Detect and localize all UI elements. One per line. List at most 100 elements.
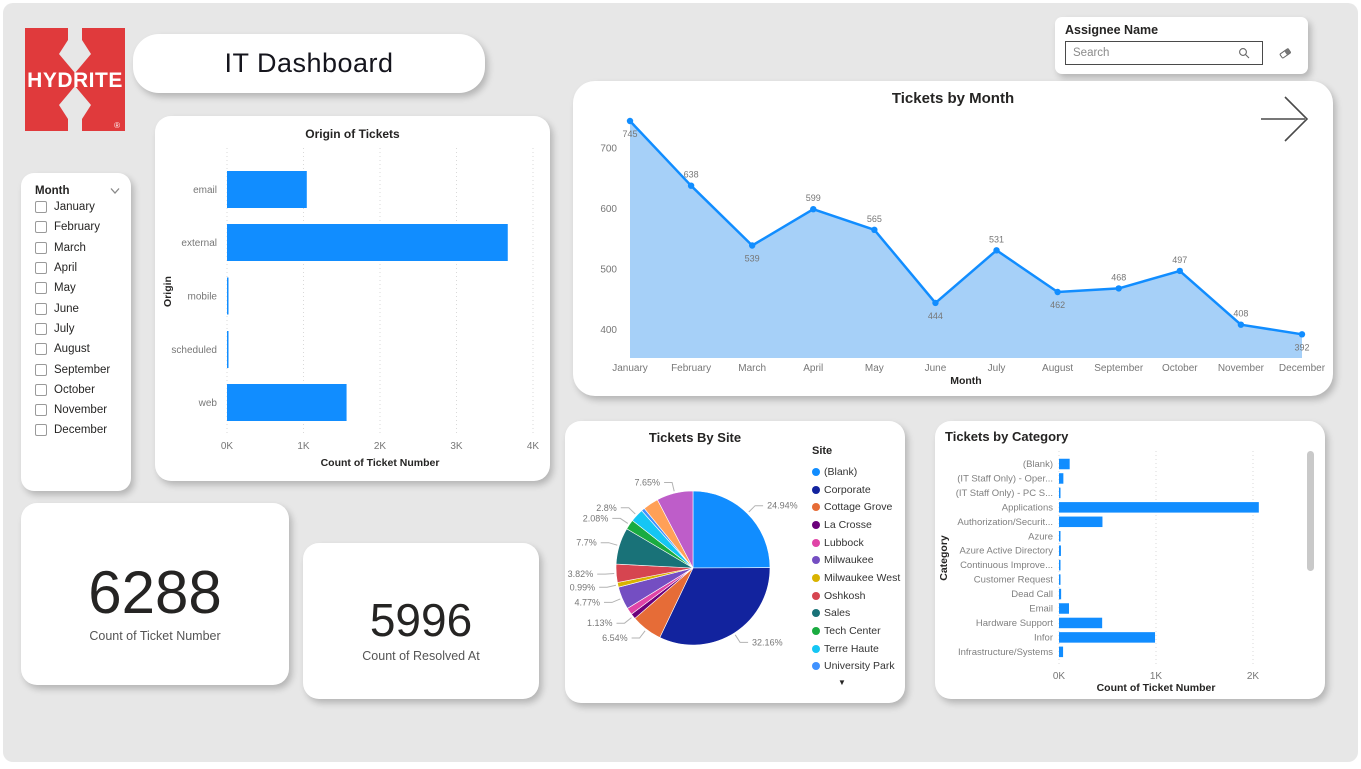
pie-slice-Corporate[interactable] (659, 567, 771, 646)
checkbox-icon[interactable] (35, 302, 47, 315)
data-label: 531 (989, 234, 1004, 244)
origin-bar-chart: 0K 1K 2K 3K 4K email external mobile scheduled we… (162, 148, 540, 469)
magnifier-icon[interactable] (1236, 45, 1252, 61)
bar-web[interactable] (227, 384, 347, 421)
month-checkbox-item-december[interactable]: December (35, 420, 131, 440)
bar-hardware-support[interactable] (1059, 617, 1103, 629)
bar-azure[interactable] (1059, 531, 1061, 542)
month-checkbox-item-november[interactable]: November (35, 400, 131, 420)
bar-infor[interactable] (1059, 632, 1156, 643)
bar-continuous-improve-[interactable] (1059, 559, 1061, 571)
legend-bullet-icon (812, 556, 820, 565)
legend-bullet-icon (812, 591, 820, 600)
checkbox-icon[interactable] (35, 282, 47, 295)
y-category-label: email (193, 185, 217, 196)
vertical-scrollbar-thumb[interactable] (1307, 451, 1314, 571)
checkbox-icon[interactable] (35, 221, 47, 234)
pie-slice-unlabeled-14[interactable] (656, 490, 694, 569)
data-point-june[interactable] (932, 299, 939, 307)
month-checkbox-item-august[interactable]: August (35, 339, 131, 359)
bar--blank-[interactable] (1059, 458, 1070, 470)
legend-item-cottage-grove[interactable]: Cottage Grove (812, 498, 904, 516)
data-point-january[interactable] (626, 117, 634, 125)
checkbox-icon[interactable] (35, 322, 47, 335)
x-tick-label: 4K (527, 441, 540, 452)
data-point-december[interactable] (1298, 331, 1306, 338)
legend-item-terre-haute[interactable]: Terre Haute (812, 640, 904, 658)
legend-item-milwaukee-west[interactable]: Milwaukee West (812, 569, 904, 587)
checkbox-icon[interactable] (35, 241, 47, 254)
bar--it-staff-only-oper-[interactable] (1059, 473, 1064, 484)
month-item-label: August (54, 343, 90, 356)
checkbox-icon[interactable] (35, 404, 47, 417)
checkbox-icon[interactable] (35, 262, 47, 275)
y-tick-label: 500 (600, 265, 617, 276)
checkbox-icon[interactable] (35, 424, 47, 437)
data-label: 638 (684, 170, 699, 180)
data-point-may[interactable] (871, 226, 878, 233)
logo-registered-mark: ® (114, 121, 120, 130)
bar-infrastructure-systems[interactable] (1059, 646, 1064, 658)
legend-item-tech-center[interactable]: Tech Center (812, 622, 904, 640)
logo-brand-text: HYDRITE (27, 69, 123, 92)
bar-email[interactable] (1059, 603, 1069, 614)
legend-item-university-park[interactable]: University Park (812, 658, 904, 676)
data-point-september[interactable] (1115, 285, 1122, 292)
month-checkbox-item-june[interactable]: June (35, 298, 131, 318)
bar-authorization-securit-[interactable] (1059, 516, 1103, 528)
checkbox-icon[interactable] (35, 201, 47, 214)
bar-customer-request[interactable] (1059, 574, 1061, 585)
data-point-november[interactable] (1237, 321, 1245, 328)
bar-mobile[interactable] (227, 277, 229, 315)
data-point-july[interactable] (993, 247, 1000, 254)
legend-bullet-icon (812, 520, 820, 529)
data-point-march[interactable] (748, 242, 756, 249)
data-label: 468 (1111, 272, 1126, 282)
month-checkbox-item-october[interactable]: October (35, 380, 131, 400)
bar-scheduled[interactable] (227, 331, 229, 368)
right-arrow-icon[interactable] (1257, 93, 1313, 145)
x-tick-label: February (671, 363, 711, 374)
bar-external[interactable] (227, 224, 508, 261)
assignee-search-input[interactable] (1066, 47, 1236, 59)
legend-item-label: Sales (824, 607, 851, 620)
legend-item-corporate[interactable]: Corporate (812, 481, 904, 499)
legend-item-sales[interactable]: Sales (812, 605, 904, 623)
eraser-icon[interactable] (1277, 45, 1293, 61)
checkbox-icon[interactable] (35, 343, 47, 356)
checkbox-icon[interactable] (35, 363, 47, 376)
data-point-october[interactable] (1176, 267, 1184, 275)
month-checkbox-item-february[interactable]: February (35, 217, 131, 237)
legend-item-lubbock[interactable]: Lubbock (812, 534, 904, 552)
legend-item-milwaukee[interactable]: Milwaukee (812, 551, 904, 569)
callout-label: 2.08% (583, 513, 609, 523)
x-axis-title: Month (950, 375, 982, 387)
assignee-search-box[interactable] (1065, 41, 1263, 65)
legend-more-icon[interactable]: ▼ (838, 678, 846, 688)
bar--it-staff-only-pc-s-[interactable] (1059, 487, 1061, 499)
ticket-count-value: 6288 (88, 559, 222, 626)
chevron-down-icon[interactable] (109, 187, 121, 195)
legend-item--blank-[interactable]: (Blank) (812, 463, 904, 481)
x-tick-label: 0K (1053, 671, 1066, 682)
hourglass-bottom-icon (59, 86, 91, 131)
data-point-august[interactable] (1054, 288, 1061, 296)
month-checkbox-item-may[interactable]: May (35, 278, 131, 298)
legend-item-oshkosh[interactable]: Oshkosh (812, 587, 904, 605)
pie-slice-(Blank)[interactable] (692, 490, 771, 569)
bar-dead-call[interactable] (1059, 588, 1062, 600)
month-checkbox-item-january[interactable]: January (35, 197, 131, 217)
month-checkbox-item-september[interactable]: September (35, 359, 131, 379)
callout-leader-line (600, 542, 618, 546)
bar-applications[interactable] (1059, 502, 1259, 513)
data-point-february[interactable] (687, 182, 695, 189)
checkbox-icon[interactable] (35, 383, 47, 396)
data-point-april[interactable] (810, 206, 817, 213)
legend-item-la-crosse[interactable]: La Crosse (812, 516, 904, 534)
y-category-label: Email (1029, 604, 1053, 615)
bar-azure-active-directory[interactable] (1059, 545, 1061, 556)
month-checkbox-item-july[interactable]: July (35, 319, 131, 339)
month-checkbox-item-march[interactable]: March (35, 238, 131, 258)
month-checkbox-item-april[interactable]: April (35, 258, 131, 278)
bar-email[interactable] (227, 171, 307, 208)
